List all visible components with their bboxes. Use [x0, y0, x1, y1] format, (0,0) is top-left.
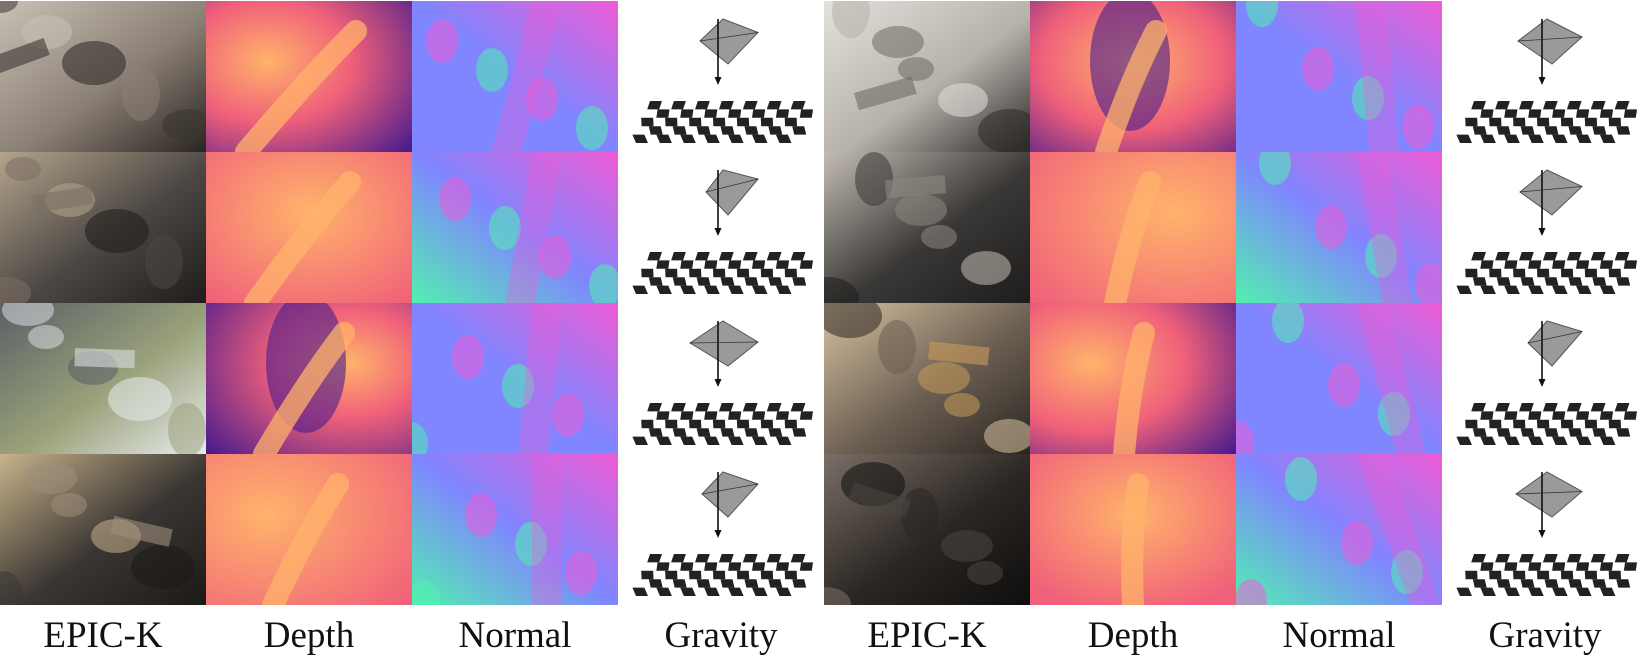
gravity-arrow-head — [1538, 530, 1546, 538]
gravity-visualization — [1442, 303, 1648, 454]
normal-map — [412, 454, 618, 605]
depth-map — [206, 454, 412, 605]
gravity-arrow-head — [1538, 379, 1546, 387]
normal-map — [1236, 152, 1442, 303]
depth-map — [1030, 454, 1236, 605]
depth-map — [206, 303, 412, 454]
caption-normal-left: Normal — [458, 615, 572, 656]
ground-plane — [1456, 252, 1637, 294]
caption-depth-right: Depth — [1087, 615, 1179, 656]
gravity-visualization — [618, 152, 824, 303]
epic-k-frame — [824, 454, 1030, 605]
epic-k-frame — [824, 303, 1030, 454]
gravity-visualization — [618, 1, 824, 152]
caption-normal-right: Normal — [1282, 615, 1396, 656]
depth-map — [1030, 152, 1236, 303]
caption-gravity-right: Gravity — [1488, 615, 1602, 656]
normal-map — [1236, 1, 1442, 152]
gravity-arrow-head — [1538, 77, 1546, 85]
normal-map — [1236, 454, 1442, 605]
ground-plane — [632, 252, 813, 294]
normal-map — [412, 303, 618, 454]
ground-plane — [1456, 554, 1637, 596]
ground-plane — [632, 101, 813, 143]
caption-epic-k-left: EPIC-K — [43, 615, 163, 656]
depth-map — [206, 152, 412, 303]
caption-depth-left: Depth — [263, 615, 355, 656]
gravity-arrow-head — [714, 77, 722, 85]
gravity-arrow-head — [1538, 228, 1546, 236]
normal-map — [1236, 303, 1442, 454]
gravity-visualization — [618, 454, 824, 605]
caption-row: EPIC-K Depth Normal Gravity EPIC-K Depth… — [0, 606, 1648, 670]
epic-k-frame — [0, 454, 206, 605]
ground-plane — [632, 554, 813, 596]
normal-map — [412, 1, 618, 152]
gravity-visualization — [1442, 454, 1648, 605]
depth-map — [1030, 303, 1236, 454]
gravity-visualization — [1442, 1, 1648, 152]
caption-epic-k-right: EPIC-K — [867, 615, 987, 656]
epic-k-frame — [824, 1, 1030, 152]
depth-map — [1030, 1, 1236, 152]
caption-gravity-left: Gravity — [664, 615, 778, 656]
epic-k-frame — [824, 152, 1030, 303]
ground-plane — [632, 403, 813, 445]
figure-grid — [0, 1, 1648, 605]
ground-plane — [1456, 101, 1637, 143]
gravity-visualization — [1442, 152, 1648, 303]
epic-k-frame — [0, 1, 206, 152]
normal-map — [412, 152, 618, 303]
gravity-arrow-head — [714, 379, 722, 387]
depth-map — [206, 1, 412, 152]
gravity-arrow-head — [714, 228, 722, 236]
epic-k-frame — [0, 303, 206, 454]
gravity-visualization — [618, 303, 824, 454]
ground-plane — [1456, 403, 1637, 445]
gravity-arrow-head — [714, 530, 722, 538]
epic-k-frame — [0, 152, 206, 303]
